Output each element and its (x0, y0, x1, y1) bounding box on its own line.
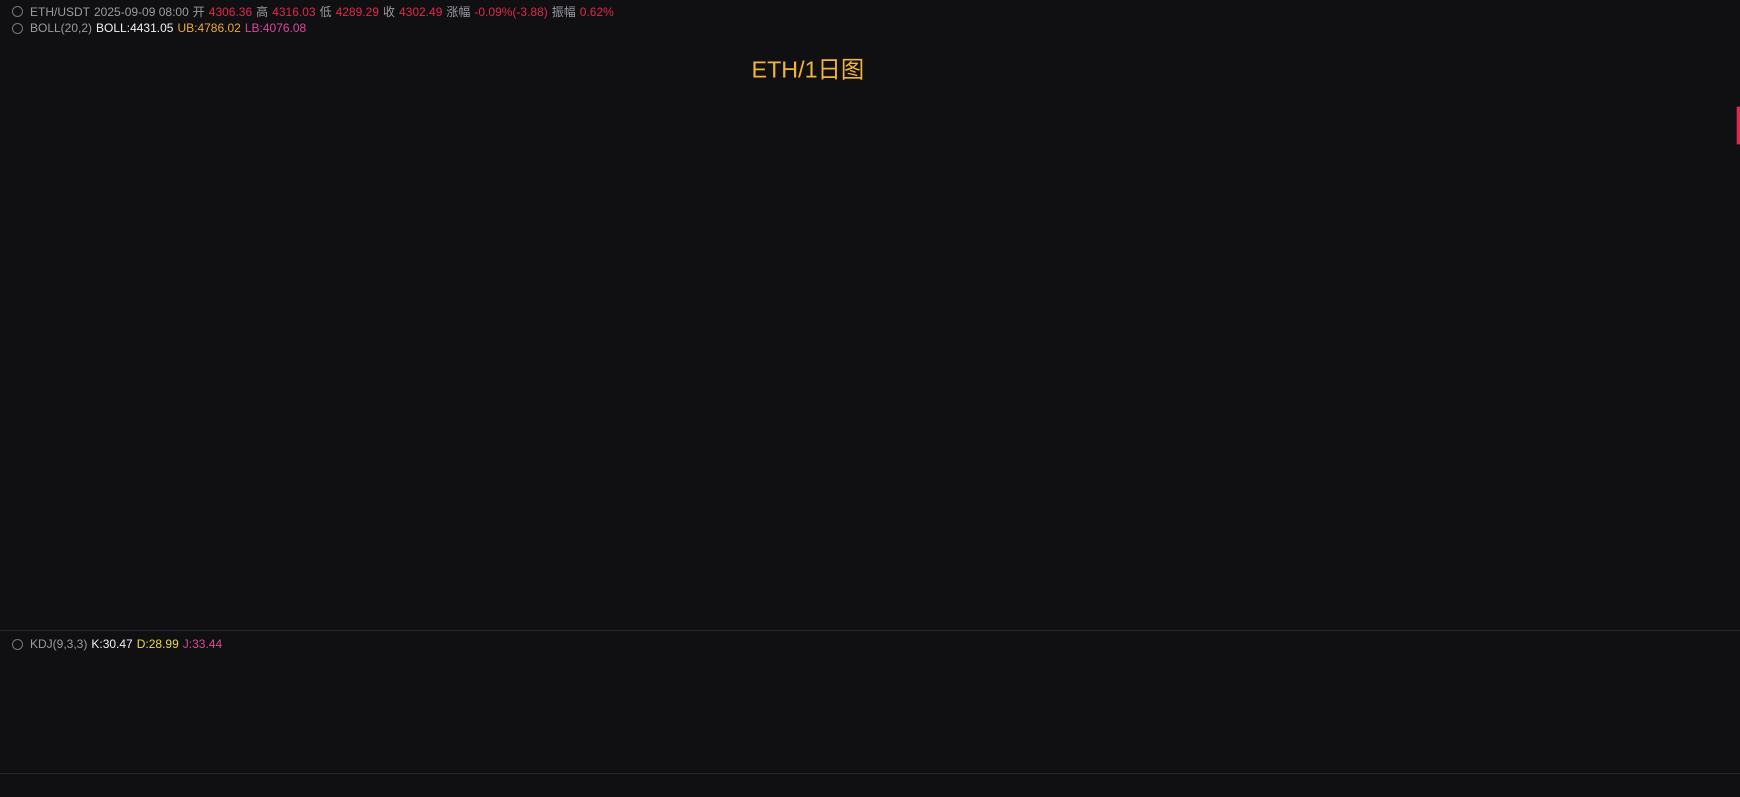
high-label: 高 (256, 5, 269, 19)
boll-lower: LB:4076.08 (244, 21, 307, 35)
close-label: 收 (382, 5, 395, 19)
collapse-icon[interactable] (12, 6, 23, 17)
kdj-j: J:33.44 (182, 637, 223, 651)
low: 4289.29 (335, 4, 379, 19)
boll-mid: BOLL:4431.05 (96, 21, 174, 35)
low-label: 低 (319, 5, 332, 19)
amp: 0.62% (579, 4, 614, 19)
kdj-name: KDJ(9,3,3) (30, 637, 88, 651)
time: 2025-09-09 08:00 (94, 4, 189, 19)
price-tag (1736, 106, 1740, 145)
price-header: ETH/USDT 2025-09-09 08:00 开 4306.36 高 4316… (12, 3, 614, 20)
open-label: 开 (192, 5, 205, 19)
collapse-icon[interactable] (12, 22, 23, 34)
change: -0.09%(-3.88) (474, 4, 548, 19)
change-label: 涨幅 (446, 5, 471, 19)
symbol: ETH/USDT (30, 4, 90, 19)
boll-name: BOLL(20,2) (30, 21, 93, 35)
collapse-icon[interactable] (12, 638, 23, 650)
amp-label: 振幅 (551, 5, 576, 19)
boll-upper: UB:4786.02 (177, 21, 241, 35)
chart-title: ETH/1日图 (752, 56, 865, 82)
kdj-legend: KDJ(9,3,3) K:30.47 D:28.99 J:33.44 (12, 637, 222, 651)
high: 4316.03 (272, 4, 316, 19)
close: 4302.49 (398, 4, 443, 19)
open: 4306.36 (208, 4, 253, 19)
boll-legend: BOLL(20,2) BOLL:4431.05 UB:4786.02 LB:40… (12, 21, 306, 35)
kdj-d: D:28.99 (136, 637, 179, 651)
kdj-k: K:30.47 (91, 637, 133, 651)
